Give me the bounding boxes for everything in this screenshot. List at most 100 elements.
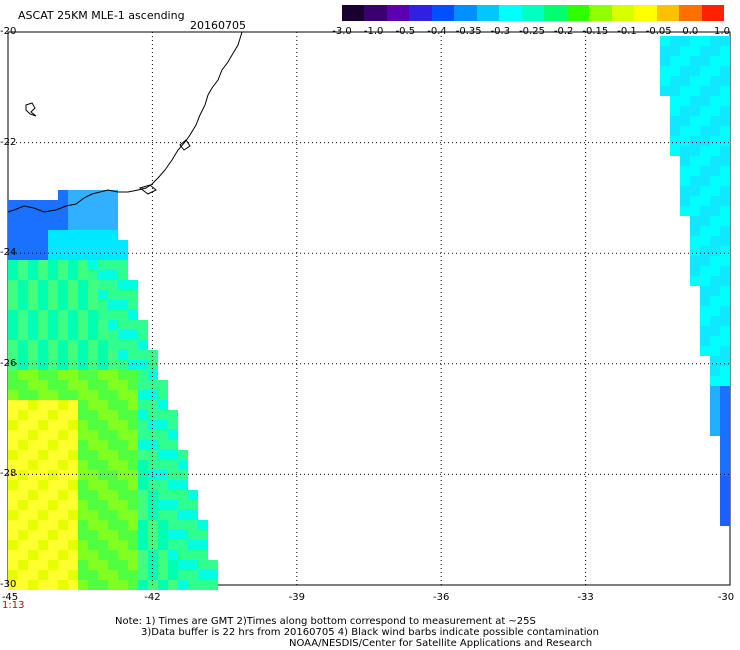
swath-cell	[58, 350, 68, 360]
swath-cell	[58, 360, 68, 370]
swath-cell	[98, 300, 108, 310]
swath-cell	[68, 470, 78, 480]
swath-cell	[8, 500, 18, 510]
swath-cell	[8, 310, 18, 320]
swath-cell	[118, 540, 128, 550]
swath-cell	[168, 520, 178, 530]
swath-cell	[720, 306, 730, 316]
swath-cell	[68, 530, 78, 540]
swath-cell	[18, 230, 28, 240]
swath-cell	[138, 500, 148, 510]
swath-cell	[720, 266, 730, 276]
swath-cell	[108, 510, 118, 520]
swath-cell	[148, 360, 158, 370]
swath-cell	[700, 246, 710, 256]
swath-cell	[38, 480, 48, 490]
swath-cell	[68, 290, 78, 300]
swath-cell	[138, 570, 148, 580]
swath-cell	[8, 350, 18, 360]
swath-cell	[18, 500, 28, 510]
swath-cell	[720, 346, 730, 356]
swath-cell	[168, 440, 178, 450]
swath-cell	[18, 560, 28, 570]
swath-cell	[88, 550, 98, 560]
swath-cell	[118, 520, 128, 530]
swath-cell	[28, 580, 38, 590]
swath-cell	[48, 330, 58, 340]
swath-cell	[48, 470, 58, 480]
swath-cell	[88, 190, 98, 200]
swath-cell	[158, 420, 168, 430]
swath-cell	[710, 406, 720, 416]
swath-cell	[28, 490, 38, 500]
swath-cell	[98, 270, 108, 280]
swath-cell	[18, 380, 28, 390]
swath-cell	[8, 530, 18, 540]
swath-cell	[720, 316, 730, 326]
swath-cell	[108, 270, 118, 280]
swath-cell	[690, 276, 700, 286]
swath-cell	[28, 460, 38, 470]
swath-cell	[78, 370, 88, 380]
swath-cell	[710, 256, 720, 266]
swath-cell	[18, 350, 28, 360]
swath-cell	[710, 206, 720, 216]
swath-cell	[38, 580, 48, 590]
swath-cell	[168, 430, 178, 440]
swath-cell	[118, 440, 128, 450]
swath-cell	[710, 116, 720, 126]
swath-cell	[720, 96, 730, 106]
swath-cell	[720, 76, 730, 86]
swath-cell	[700, 126, 710, 136]
swath-cell	[178, 470, 188, 480]
swath-cell	[98, 310, 108, 320]
swath-cell	[188, 530, 198, 540]
swath-cell	[670, 76, 680, 86]
swath-cell	[710, 346, 720, 356]
swath-cell	[720, 86, 730, 96]
swath-cell	[148, 550, 158, 560]
swath-cell	[118, 320, 128, 330]
swath-cell	[720, 166, 730, 176]
swath-cell	[58, 330, 68, 340]
swath-cell	[168, 450, 178, 460]
swath-cell	[98, 290, 108, 300]
swath-cell	[188, 500, 198, 510]
swath-cell	[88, 500, 98, 510]
swath-cell	[700, 186, 710, 196]
swath-cell	[700, 306, 710, 316]
swath-cell	[48, 310, 58, 320]
swath-cell	[710, 376, 720, 386]
swath-cell	[28, 280, 38, 290]
swath-cell	[690, 236, 700, 246]
swath-cell	[38, 320, 48, 330]
swath-cell	[108, 550, 118, 560]
swath-cell	[700, 266, 710, 276]
swath-cell	[98, 480, 108, 490]
swath-cell	[670, 116, 680, 126]
swath-cell	[98, 210, 108, 220]
swath-cell	[720, 446, 730, 456]
swath-cell	[98, 380, 108, 390]
swath-cell	[680, 146, 690, 156]
swath-cell	[138, 410, 148, 420]
colorbar-swatch	[701, 5, 724, 21]
swath-cell	[118, 390, 128, 400]
swath-cell	[720, 356, 730, 366]
swath-cell	[700, 236, 710, 246]
swath-cell	[48, 430, 58, 440]
swath-cell	[18, 210, 28, 220]
swath-cell	[660, 66, 670, 76]
swath-cell	[58, 250, 68, 260]
swath-cell	[68, 360, 78, 370]
swath-cell	[88, 300, 98, 310]
swath-cell	[48, 530, 58, 540]
swath-cell	[108, 490, 118, 500]
swath-cell	[38, 510, 48, 520]
swath-cell	[18, 520, 28, 530]
swath-cell	[78, 550, 88, 560]
swath-cell	[38, 260, 48, 270]
swath-cell	[670, 46, 680, 56]
swath-cell	[58, 410, 68, 420]
swath-cell	[38, 350, 48, 360]
